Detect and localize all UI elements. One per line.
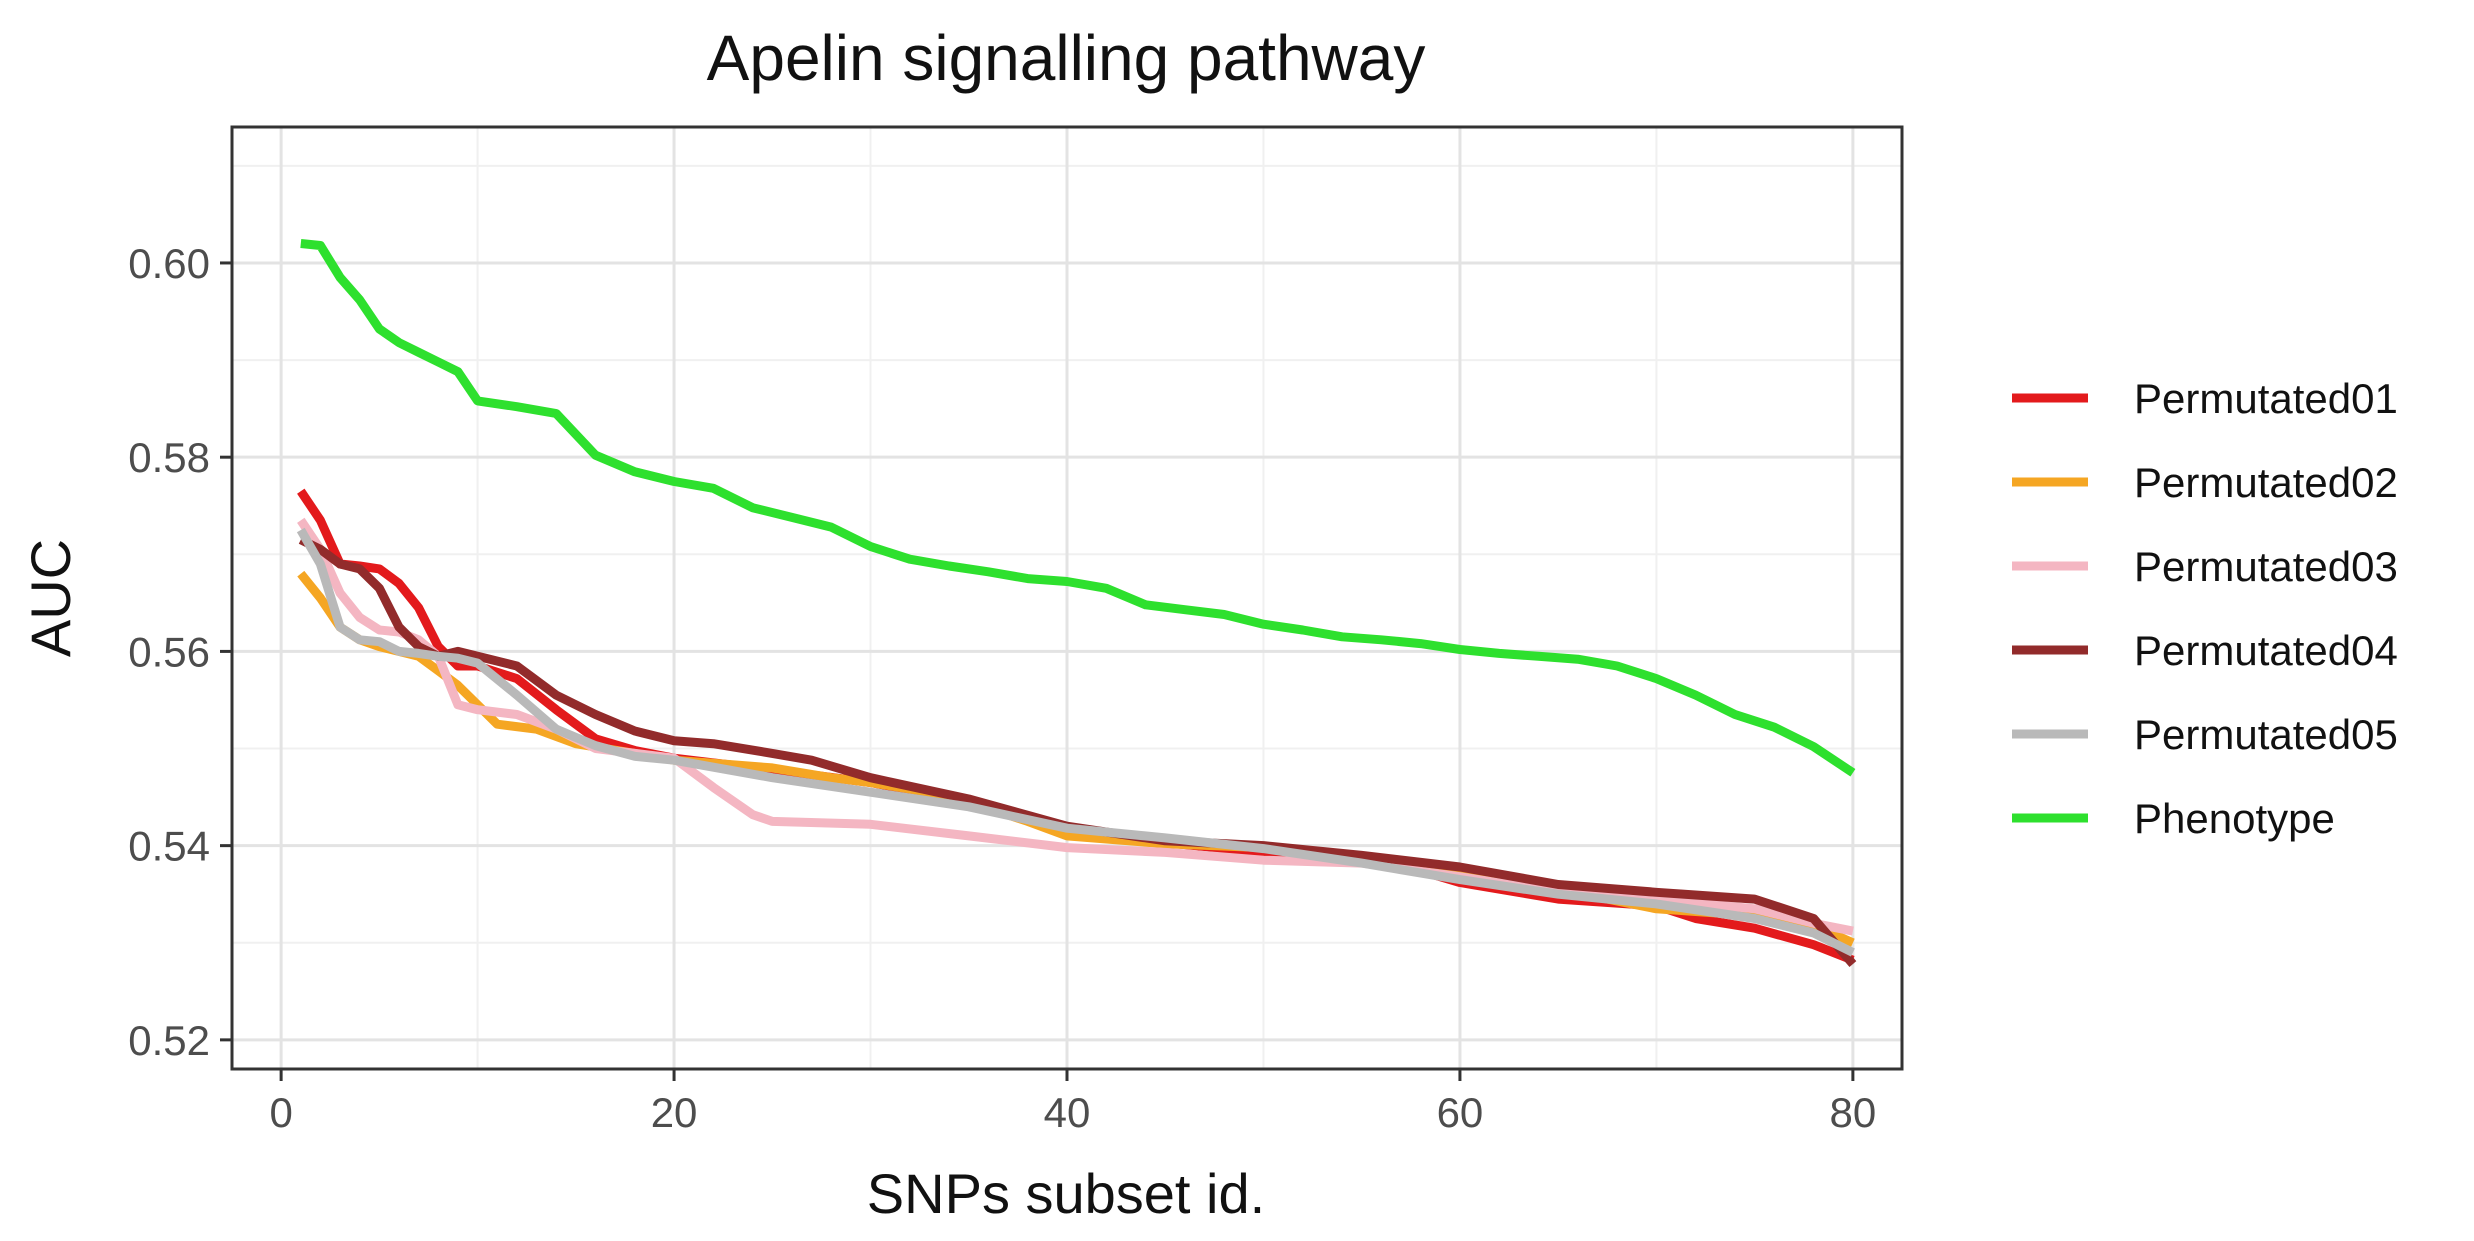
legend-label-permutated02: Permutated02 bbox=[2134, 459, 2398, 506]
chart-title: Apelin signalling pathway bbox=[707, 22, 1426, 94]
x-axis-ticks: 0 20 40 60 80 bbox=[269, 1069, 1876, 1136]
legend-label-permutated03: Permutated03 bbox=[2134, 543, 2398, 590]
legend-label-permutated01: Permutated01 bbox=[2134, 375, 2398, 422]
y-axis-ticks: 0.52 0.54 0.56 0.58 0.60 bbox=[128, 240, 232, 1064]
y-tick-label: 0.60 bbox=[128, 240, 210, 287]
x-tick-label: 80 bbox=[1830, 1089, 1877, 1136]
legend: Permutated01 Permutated02 Permutated03 Perm… bbox=[2012, 375, 2398, 842]
y-axis-title: AUC bbox=[19, 539, 82, 657]
legend-label-permutated04: Permutated04 bbox=[2134, 627, 2398, 674]
x-axis-title: SNPs subset id. bbox=[867, 1162, 1265, 1225]
x-tick-label: 20 bbox=[651, 1089, 698, 1136]
y-tick-label: 0.52 bbox=[128, 1017, 210, 1064]
x-tick-label: 0 bbox=[269, 1089, 292, 1136]
y-tick-label: 0.58 bbox=[128, 434, 210, 481]
x-tick-label: 60 bbox=[1437, 1089, 1484, 1136]
series-line-permutated05 bbox=[296, 527, 1855, 957]
x-tick-label: 40 bbox=[1044, 1089, 1091, 1136]
y-tick-label: 0.54 bbox=[128, 823, 210, 870]
series-line-phenotype bbox=[300, 239, 1856, 777]
y-tick-label: 0.56 bbox=[128, 628, 210, 675]
series-line-permutated04 bbox=[298, 535, 1857, 968]
series-lines bbox=[296, 239, 1857, 968]
grid-major-x bbox=[279, 127, 1855, 1069]
legend-label-phenotype: Phenotype bbox=[2134, 795, 2335, 842]
legend-label-permutated05: Permutated05 bbox=[2134, 711, 2398, 758]
